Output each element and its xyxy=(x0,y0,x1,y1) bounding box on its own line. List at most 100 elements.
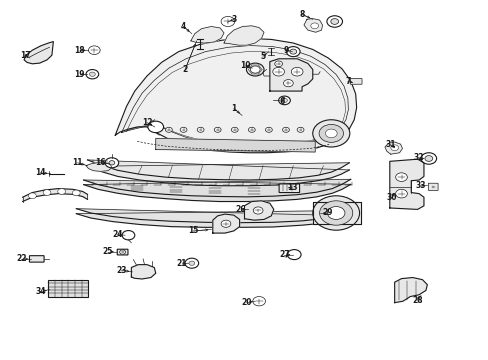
Text: 2: 2 xyxy=(182,65,187,74)
Circle shape xyxy=(283,80,293,87)
Text: 17: 17 xyxy=(20,51,30,60)
Circle shape xyxy=(312,196,359,230)
Text: 29: 29 xyxy=(322,208,332,217)
Text: 14: 14 xyxy=(35,168,46,177)
Text: 4: 4 xyxy=(181,22,186,31)
Circle shape xyxy=(325,129,336,138)
Circle shape xyxy=(214,127,221,132)
Text: 22: 22 xyxy=(16,255,26,264)
Text: 7: 7 xyxy=(345,77,350,86)
Text: 28: 28 xyxy=(411,296,422,305)
Text: 8: 8 xyxy=(299,10,304,19)
Circle shape xyxy=(88,46,100,54)
Circle shape xyxy=(122,230,135,240)
FancyBboxPatch shape xyxy=(279,184,299,193)
Bar xyxy=(48,280,88,297)
Circle shape xyxy=(105,158,119,168)
Circle shape xyxy=(297,127,304,132)
Circle shape xyxy=(58,189,65,194)
Text: 13: 13 xyxy=(286,183,297,192)
Text: 12: 12 xyxy=(142,118,152,127)
Text: 5: 5 xyxy=(260,52,265,61)
Circle shape xyxy=(330,19,338,24)
Circle shape xyxy=(395,189,407,198)
Circle shape xyxy=(289,49,296,54)
Circle shape xyxy=(252,297,265,306)
FancyBboxPatch shape xyxy=(117,249,128,255)
Circle shape xyxy=(148,121,163,133)
FancyBboxPatch shape xyxy=(349,78,361,84)
Text: 1: 1 xyxy=(231,104,236,113)
Circle shape xyxy=(429,185,435,189)
Text: 34: 34 xyxy=(35,287,46,296)
Polygon shape xyxy=(83,179,350,202)
Polygon shape xyxy=(384,142,402,154)
Text: 19: 19 xyxy=(74,70,85,79)
Text: 16: 16 xyxy=(95,158,106,167)
Text: 23: 23 xyxy=(116,266,126,275)
Text: 3: 3 xyxy=(231,15,236,24)
Circle shape xyxy=(265,127,272,132)
Circle shape xyxy=(282,127,289,132)
Text: 25: 25 xyxy=(102,247,113,256)
Circle shape xyxy=(221,220,230,227)
Circle shape xyxy=(310,23,318,29)
Circle shape xyxy=(184,258,198,268)
Circle shape xyxy=(246,63,264,76)
Circle shape xyxy=(319,125,343,142)
Text: 15: 15 xyxy=(188,226,198,235)
Circle shape xyxy=(250,66,260,73)
Circle shape xyxy=(231,127,238,132)
Circle shape xyxy=(120,250,125,254)
Polygon shape xyxy=(190,27,224,43)
Circle shape xyxy=(420,153,436,164)
Polygon shape xyxy=(24,41,53,64)
Text: 33: 33 xyxy=(415,181,426,190)
Circle shape xyxy=(424,156,432,161)
Text: 10: 10 xyxy=(240,62,250,71)
Circle shape xyxy=(89,72,95,76)
Polygon shape xyxy=(115,39,356,153)
Polygon shape xyxy=(312,202,360,224)
Circle shape xyxy=(28,193,36,199)
Circle shape xyxy=(274,61,282,67)
Circle shape xyxy=(272,67,284,76)
Circle shape xyxy=(326,16,342,27)
Circle shape xyxy=(390,145,398,150)
Circle shape xyxy=(43,190,51,195)
Circle shape xyxy=(287,249,301,260)
Circle shape xyxy=(312,120,349,147)
Circle shape xyxy=(327,207,344,220)
Polygon shape xyxy=(244,201,273,220)
Circle shape xyxy=(278,96,290,105)
Circle shape xyxy=(188,261,194,265)
Circle shape xyxy=(109,161,115,165)
Circle shape xyxy=(221,17,234,27)
Circle shape xyxy=(291,67,303,76)
Polygon shape xyxy=(269,59,312,91)
Text: 30: 30 xyxy=(386,193,396,202)
Text: 20: 20 xyxy=(241,298,252,307)
Circle shape xyxy=(197,127,203,132)
Text: 24: 24 xyxy=(112,230,122,239)
Polygon shape xyxy=(389,159,423,210)
Polygon shape xyxy=(76,209,351,227)
Text: 27: 27 xyxy=(279,250,289,259)
Circle shape xyxy=(253,207,263,214)
Polygon shape xyxy=(304,19,322,32)
Polygon shape xyxy=(212,214,239,233)
Polygon shape xyxy=(394,278,427,303)
Text: 11: 11 xyxy=(72,158,83,167)
Polygon shape xyxy=(156,138,315,152)
Circle shape xyxy=(286,46,300,57)
Circle shape xyxy=(165,127,172,132)
Circle shape xyxy=(72,190,80,196)
Circle shape xyxy=(248,127,255,132)
Text: 32: 32 xyxy=(413,153,424,162)
Text: 9: 9 xyxy=(283,46,288,55)
FancyBboxPatch shape xyxy=(29,256,44,262)
Polygon shape xyxy=(22,189,87,202)
Text: 18: 18 xyxy=(74,46,85,55)
Circle shape xyxy=(180,127,186,132)
Polygon shape xyxy=(87,160,348,186)
